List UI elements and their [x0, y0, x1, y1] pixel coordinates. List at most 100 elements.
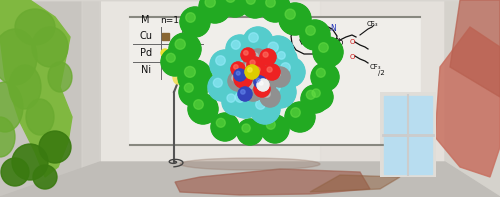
Bar — [133, 27, 203, 79]
Circle shape — [178, 60, 212, 94]
Text: O: O — [350, 39, 354, 45]
Text: CF₃: CF₃ — [366, 21, 378, 27]
Circle shape — [255, 67, 260, 72]
Circle shape — [264, 76, 296, 108]
Circle shape — [241, 48, 255, 62]
Circle shape — [238, 73, 243, 79]
Circle shape — [242, 124, 250, 132]
Circle shape — [240, 61, 248, 69]
Circle shape — [235, 56, 261, 82]
Circle shape — [222, 89, 248, 115]
Circle shape — [238, 87, 252, 101]
Circle shape — [275, 57, 305, 87]
Ellipse shape — [0, 82, 23, 132]
Polygon shape — [175, 169, 370, 195]
Ellipse shape — [0, 117, 15, 157]
Ellipse shape — [48, 62, 72, 92]
Circle shape — [264, 64, 280, 80]
Circle shape — [205, 0, 216, 7]
Circle shape — [301, 85, 329, 113]
Text: /2: /2 — [378, 70, 385, 76]
Circle shape — [257, 79, 269, 91]
Circle shape — [312, 89, 320, 97]
Polygon shape — [435, 27, 500, 177]
Circle shape — [261, 115, 289, 143]
Text: 6: 6 — [192, 64, 198, 74]
Circle shape — [248, 49, 268, 69]
Circle shape — [278, 52, 285, 59]
Circle shape — [231, 62, 245, 76]
Circle shape — [254, 81, 270, 97]
Bar — [384, 136, 432, 174]
Circle shape — [186, 13, 196, 22]
Circle shape — [270, 67, 290, 87]
Circle shape — [194, 100, 203, 109]
Text: O: O — [350, 54, 354, 60]
Circle shape — [268, 42, 278, 52]
Text: M: M — [141, 15, 149, 25]
Text: n=1: n=1 — [160, 16, 180, 25]
Circle shape — [248, 33, 258, 42]
Circle shape — [234, 69, 246, 81]
Ellipse shape — [15, 9, 55, 45]
Circle shape — [316, 68, 326, 77]
Polygon shape — [310, 175, 400, 192]
Circle shape — [232, 40, 240, 49]
Bar — [130, 17, 420, 145]
Circle shape — [234, 65, 238, 69]
Circle shape — [256, 78, 260, 82]
Circle shape — [318, 43, 328, 52]
Text: CF₃: CF₃ — [369, 64, 381, 70]
Ellipse shape — [32, 27, 68, 67]
Polygon shape — [450, 0, 500, 97]
Circle shape — [257, 84, 262, 89]
Circle shape — [220, 0, 250, 17]
Circle shape — [241, 58, 263, 80]
Circle shape — [235, 92, 246, 102]
Text: N: N — [330, 23, 336, 33]
Text: 4: 4 — [192, 30, 198, 40]
Ellipse shape — [180, 158, 320, 170]
Circle shape — [211, 113, 239, 141]
Bar — [320, 0, 445, 162]
Bar — [384, 96, 432, 134]
Circle shape — [260, 0, 290, 22]
Circle shape — [256, 100, 266, 109]
Circle shape — [1, 158, 29, 186]
Circle shape — [175, 39, 186, 49]
Text: 5: 5 — [192, 47, 198, 57]
Circle shape — [208, 73, 236, 101]
Text: 1: 1 — [189, 31, 195, 41]
Circle shape — [216, 118, 226, 127]
Circle shape — [240, 90, 245, 94]
Circle shape — [307, 84, 333, 110]
Circle shape — [260, 81, 263, 85]
Circle shape — [232, 75, 238, 81]
Circle shape — [270, 82, 280, 92]
Text: n=2: n=2 — [184, 16, 203, 25]
Ellipse shape — [0, 29, 37, 85]
Circle shape — [306, 26, 316, 35]
Circle shape — [280, 63, 290, 72]
Circle shape — [313, 37, 343, 67]
Circle shape — [254, 76, 266, 88]
Circle shape — [264, 91, 270, 97]
Circle shape — [262, 36, 294, 68]
Text: Pb: Pb — [333, 37, 343, 46]
Circle shape — [188, 94, 218, 124]
Bar — [100, 0, 445, 162]
Circle shape — [228, 71, 248, 91]
Bar — [380, 92, 436, 177]
Circle shape — [227, 94, 235, 102]
Circle shape — [237, 119, 263, 145]
Circle shape — [252, 64, 268, 80]
Circle shape — [250, 94, 280, 124]
Circle shape — [228, 77, 252, 101]
Bar — [380, 92, 436, 177]
Ellipse shape — [173, 70, 183, 84]
Circle shape — [216, 56, 226, 65]
Circle shape — [257, 68, 279, 90]
Text: 2: 2 — [189, 48, 195, 58]
Circle shape — [252, 53, 258, 59]
Circle shape — [273, 47, 297, 71]
